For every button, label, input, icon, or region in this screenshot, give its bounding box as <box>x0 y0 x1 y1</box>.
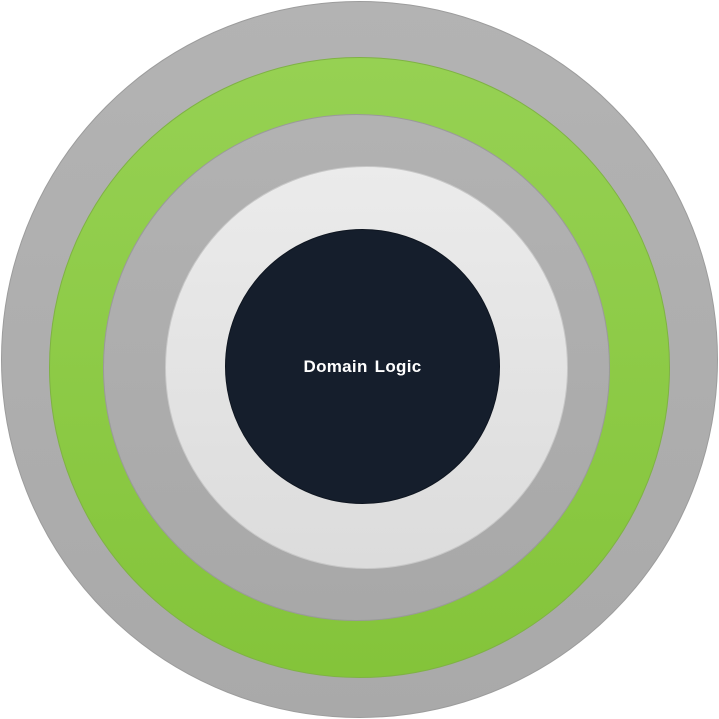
core-label: Domain Logic <box>303 356 422 376</box>
domain-logic-core: Domain Logic <box>225 229 500 504</box>
